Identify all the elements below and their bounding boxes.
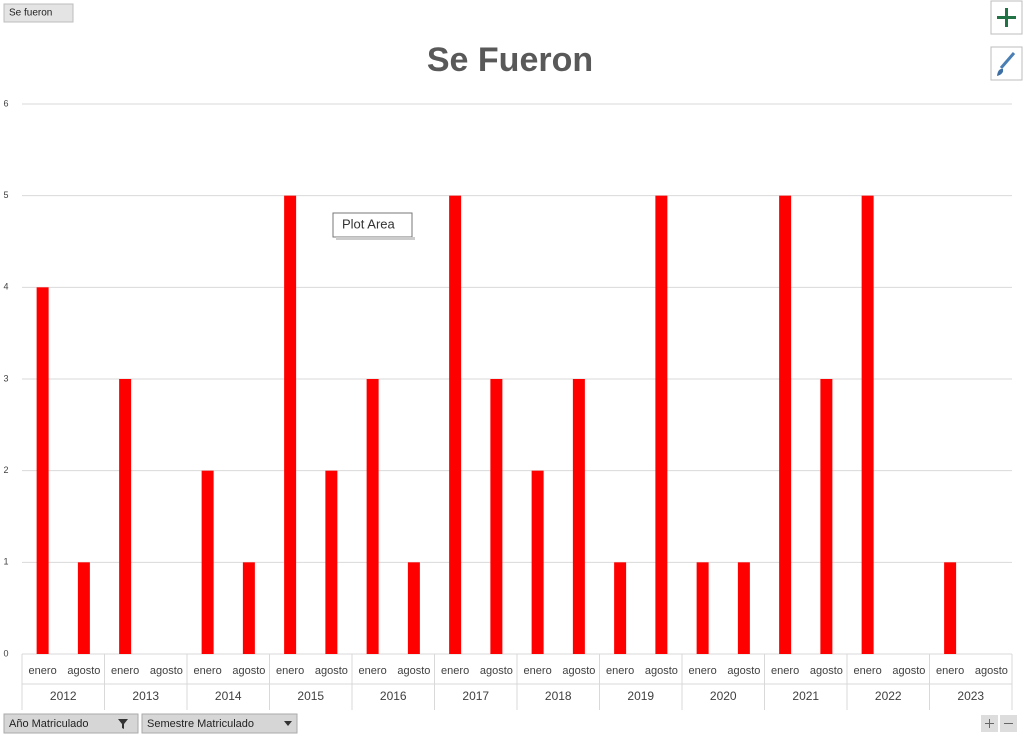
- bar: [820, 379, 833, 654]
- x-tick-label: agosto: [727, 665, 760, 677]
- x-tick-label: enero: [524, 665, 552, 677]
- dropdown-icon: [284, 721, 292, 726]
- x-tick-label: enero: [771, 665, 799, 677]
- x-tick-label: agosto: [810, 665, 843, 677]
- x-group-label: 2020: [710, 689, 737, 703]
- x-tick-label: agosto: [975, 665, 1008, 677]
- expand-icon: [985, 719, 994, 728]
- plot-area: 0 1 2 3 4 5 6 enero agosto enero agosto enero agosto…: [3, 98, 1013, 710]
- chart-button[interactable]: [3, 3, 74, 23]
- x-tick-label: enero: [606, 665, 634, 677]
- filter-icon: [118, 719, 128, 729]
- x-tick-label: enero: [359, 665, 387, 677]
- field-button-label: Semestre Matriculado: [147, 718, 254, 730]
- bar: [325, 470, 338, 654]
- x-group-label: 2013: [132, 689, 159, 703]
- x-group-label: 2016: [380, 689, 407, 703]
- bar: [572, 379, 585, 654]
- x-group-label: 2015: [297, 689, 324, 703]
- bar: [737, 562, 750, 654]
- field-button[interactable]: [3, 713, 139, 734]
- x-tick-label: enero: [936, 665, 964, 677]
- x-group-label: 2019: [627, 689, 654, 703]
- x-tick-label: agosto: [562, 665, 595, 677]
- bar: [655, 195, 668, 654]
- bar: [696, 562, 709, 654]
- chart-title: Se Fueron: [427, 41, 593, 79]
- bar: [531, 470, 544, 654]
- bar: [944, 562, 957, 654]
- y-tick-label: 2: [3, 465, 8, 475]
- tooltip-text: Plot Area: [342, 216, 396, 231]
- brush-icon: [999, 52, 1016, 69]
- x-tick-label: agosto: [397, 665, 430, 677]
- y-tick-label: 3: [3, 373, 8, 383]
- bar: [366, 379, 379, 654]
- x-tick-label: enero: [441, 665, 469, 677]
- y-tick-label: 0: [3, 648, 8, 658]
- plus-icon: [997, 8, 1016, 27]
- bar: [407, 562, 420, 654]
- bar: [861, 195, 874, 654]
- brush-tip: [997, 68, 1004, 76]
- bar: [779, 195, 792, 654]
- y-tick-label: 5: [3, 190, 8, 200]
- chart-styles-button[interactable]: [990, 46, 1023, 81]
- x-group-label: 2014: [215, 689, 242, 703]
- x-group-label: 2023: [957, 689, 984, 703]
- x-tick-label: enero: [29, 665, 57, 677]
- x-tick-label: enero: [854, 665, 882, 677]
- y-tick-label: 4: [3, 282, 8, 292]
- bar: [490, 379, 503, 654]
- bar: [77, 562, 90, 654]
- x-tick-label: agosto: [67, 665, 100, 677]
- bar: [284, 195, 297, 654]
- bar: [201, 470, 214, 654]
- x-tick-label: enero: [111, 665, 139, 677]
- x-group-label: 2012: [50, 689, 77, 703]
- bar: [614, 562, 627, 654]
- y-tick-label: 1: [3, 557, 8, 567]
- field-button[interactable]: [141, 713, 298, 734]
- y-tick-label: 6: [3, 98, 8, 108]
- field-button-label: Año Matriculado: [9, 718, 89, 730]
- x-tick-label: enero: [689, 665, 717, 677]
- x-tick-label: enero: [194, 665, 222, 677]
- x-group-label: 2017: [462, 689, 489, 703]
- x-tick-label: agosto: [150, 665, 183, 677]
- bar: [36, 287, 49, 654]
- x-group-label: 2021: [792, 689, 819, 703]
- x-tick-label: agosto: [232, 665, 265, 677]
- x-tick-label: agosto: [480, 665, 513, 677]
- x-tick-label: enero: [276, 665, 304, 677]
- chart-button-label: Se fueron: [9, 8, 52, 19]
- x-group-label: 2022: [875, 689, 902, 703]
- bar: [119, 379, 132, 654]
- tooltip-shadow: [336, 237, 415, 240]
- x-group-label: 2018: [545, 689, 572, 703]
- x-tick-label: agosto: [892, 665, 925, 677]
- bar: [449, 195, 462, 654]
- x-tick-label: agosto: [645, 665, 678, 677]
- x-tick-label: agosto: [315, 665, 348, 677]
- bar: [242, 562, 255, 654]
